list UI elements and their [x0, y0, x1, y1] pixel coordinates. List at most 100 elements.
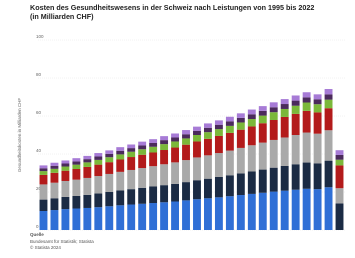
bar-segment: [61, 180, 70, 197]
bar-segment: [105, 153, 114, 158]
bar-segment: [269, 112, 278, 120]
bar-segment: [72, 169, 81, 180]
bar-segment: [160, 164, 169, 186]
bar-segment: [247, 109, 256, 115]
bar-segment: [258, 169, 267, 193]
bar-segment: [269, 107, 278, 113]
bar-segment: [193, 157, 201, 181]
bar-segment: [302, 132, 311, 163]
bar-segment: [160, 136, 169, 141]
bar-segment: [335, 165, 344, 189]
bar-segment: [258, 192, 267, 230]
bar-segment: [138, 141, 147, 146]
bar-segment: [83, 194, 92, 208]
bar-segment: [236, 117, 245, 123]
bar-segment: [171, 201, 180, 230]
bar-segment: [39, 199, 48, 211]
bar-segment: [214, 197, 223, 230]
bar-segment: [236, 195, 245, 230]
bar-segment: [313, 133, 322, 164]
bar-segment: [269, 102, 278, 108]
bar-segment: [94, 153, 103, 157]
bar-segment: [203, 123, 212, 128]
bar-segment: [324, 187, 333, 230]
bar-segment: [335, 203, 344, 230]
bar-segment: [182, 144, 190, 161]
bar-segment: [291, 164, 300, 190]
bar-segment: [127, 144, 136, 149]
bar-segment: [302, 102, 311, 111]
bar-segment: [149, 146, 158, 153]
bar-segment: [149, 186, 158, 204]
bar-segment: [83, 162, 92, 167]
bar-segment: [116, 154, 125, 160]
bar-segment: [291, 105, 300, 114]
bar-segment: [182, 134, 190, 139]
bar-segment: [105, 150, 114, 154]
y-tick-label: 0: [36, 224, 39, 229]
bar-segment: [182, 200, 190, 230]
bar-segment: [149, 166, 158, 187]
bar-segment: [72, 164, 81, 170]
bar-segment: [50, 172, 59, 183]
y-tick-label: 60: [36, 110, 42, 115]
bar-segment: [225, 116, 234, 122]
bar-segment: [105, 162, 114, 174]
bar-segment: [291, 189, 300, 230]
bar-segment: [50, 165, 59, 169]
bar-segment: [94, 164, 103, 177]
y-axis-label: Gesundheitskosten in Milliarden CHF: [17, 98, 22, 173]
bar-segment: [72, 195, 81, 209]
bar-segment: [324, 130, 333, 161]
copyright: © Statista 2024: [30, 244, 61, 250]
bar-segment: [280, 99, 289, 105]
bar-segment: [116, 150, 125, 155]
bar-segment: [313, 163, 322, 190]
bar-segment: [269, 167, 278, 192]
bar-segment: [324, 89, 333, 95]
bar-segment: [313, 112, 322, 134]
bar-segment: [72, 208, 81, 230]
bar-segment: [138, 203, 147, 230]
bar-segment: [94, 159, 103, 165]
bar-segment: [280, 190, 289, 230]
bar-segment: [127, 169, 136, 190]
bar-segment: [247, 145, 256, 172]
bar-segment: [83, 177, 92, 195]
bar-segment: [171, 141, 180, 148]
bar-segment: [247, 193, 256, 230]
bar-segment: [225, 125, 234, 133]
bar-segment: [39, 211, 48, 230]
bar-segment: [214, 129, 223, 136]
bar-segment: [258, 142, 267, 170]
bar-segment: [171, 133, 180, 138]
bar-segment: [171, 147, 180, 163]
bar-segment: [50, 198, 59, 211]
bar-segment: [313, 104, 322, 113]
bar-segment: [193, 141, 201, 158]
bar-segment: [160, 185, 169, 203]
bar-segment: [269, 119, 278, 140]
bar-segment: [203, 155, 212, 179]
bar-segment: [302, 162, 311, 189]
bar-segment: [182, 160, 190, 183]
bar-segment: [94, 176, 103, 194]
bar-segment: [39, 184, 48, 200]
bar-segment: [291, 135, 300, 165]
bar-segment: [127, 151, 136, 158]
bar-segment: [258, 115, 267, 124]
bar-segment: [313, 189, 322, 230]
bar-segment: [149, 139, 158, 143]
bar-segment: [160, 144, 169, 151]
bar-segment: [116, 147, 125, 151]
bar-segment: [61, 170, 70, 181]
y-tick-label: 100: [36, 34, 44, 39]
bar-segment: [193, 135, 201, 142]
bar-segment: [258, 106, 267, 111]
bar-segment: [72, 161, 81, 165]
bar-segment: [247, 114, 256, 120]
bar-segment: [116, 205, 125, 230]
bar-segment: [214, 120, 223, 125]
bar-segment: [138, 154, 147, 169]
